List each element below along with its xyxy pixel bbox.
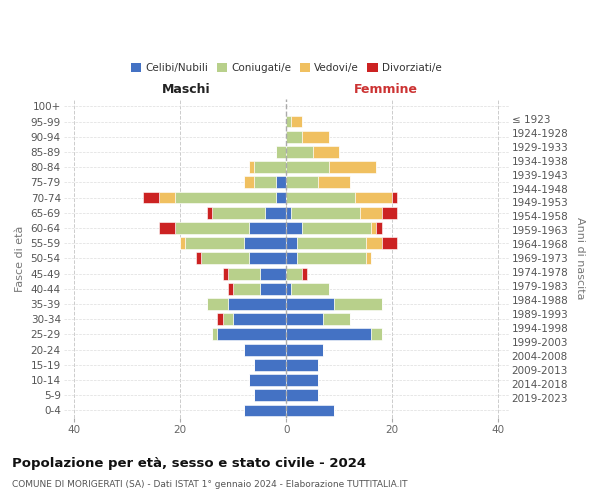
Legend: Celibi/Nubili, Coniugati/e, Vedovi/e, Divorziati/e: Celibi/Nubili, Coniugati/e, Vedovi/e, Di…	[127, 59, 446, 78]
Bar	[286, 374, 318, 386]
Text: Femmine: Femmine	[355, 84, 418, 96]
Text: Maschi: Maschi	[162, 84, 211, 96]
Bar	[302, 222, 371, 234]
Bar	[286, 268, 302, 280]
Bar	[228, 283, 233, 294]
Bar	[371, 222, 376, 234]
Bar	[361, 207, 382, 218]
Bar	[318, 176, 350, 188]
Bar	[254, 161, 286, 173]
Bar	[323, 314, 350, 325]
Text: COMUNE DI MORIGERATI (SA) - Dati ISTAT 1° gennaio 2024 - Elaborazione TUTTITALIA: COMUNE DI MORIGERATI (SA) - Dati ISTAT 1…	[12, 480, 407, 489]
Bar	[175, 222, 249, 234]
Bar	[313, 146, 339, 158]
Bar	[297, 237, 365, 249]
Bar	[244, 344, 286, 355]
Bar	[244, 404, 286, 416]
Bar	[392, 192, 397, 203]
Bar	[265, 207, 286, 218]
Bar	[365, 252, 371, 264]
Bar	[206, 298, 228, 310]
Y-axis label: Anni di nascita: Anni di nascita	[575, 217, 585, 300]
Bar	[249, 252, 286, 264]
Bar	[175, 192, 275, 203]
Bar	[228, 298, 286, 310]
Bar	[202, 252, 249, 264]
Bar	[223, 268, 228, 280]
Bar	[382, 207, 397, 218]
Bar	[286, 390, 318, 401]
Bar	[286, 131, 302, 142]
Bar	[292, 116, 302, 128]
Bar	[180, 237, 185, 249]
Bar	[292, 283, 329, 294]
Bar	[249, 161, 254, 173]
Bar	[212, 328, 217, 340]
Bar	[286, 314, 323, 325]
Bar	[355, 192, 392, 203]
Bar	[212, 207, 265, 218]
Bar	[254, 176, 275, 188]
Bar	[286, 344, 323, 355]
Bar	[233, 283, 260, 294]
Bar	[286, 222, 302, 234]
Bar	[297, 252, 365, 264]
Bar	[365, 237, 382, 249]
Bar	[286, 252, 297, 264]
Bar	[286, 192, 355, 203]
Bar	[233, 314, 286, 325]
Bar	[254, 359, 286, 371]
Bar	[260, 283, 286, 294]
Y-axis label: Fasce di età: Fasce di età	[15, 225, 25, 292]
Bar	[302, 131, 329, 142]
Bar	[329, 161, 376, 173]
Bar	[217, 314, 223, 325]
Bar	[334, 298, 382, 310]
Bar	[196, 252, 202, 264]
Bar	[159, 222, 175, 234]
Bar	[228, 268, 260, 280]
Bar	[292, 207, 361, 218]
Bar	[275, 192, 286, 203]
Bar	[260, 268, 286, 280]
Bar	[249, 222, 286, 234]
Text: Popolazione per età, sesso e stato civile - 2024: Popolazione per età, sesso e stato civil…	[12, 458, 366, 470]
Bar	[286, 176, 318, 188]
Bar	[217, 328, 286, 340]
Bar	[143, 192, 159, 203]
Bar	[159, 192, 175, 203]
Bar	[206, 207, 212, 218]
Bar	[371, 328, 382, 340]
Bar	[382, 237, 397, 249]
Bar	[244, 237, 286, 249]
Bar	[249, 374, 286, 386]
Bar	[376, 222, 382, 234]
Bar	[302, 268, 307, 280]
Bar	[244, 176, 254, 188]
Bar	[286, 161, 329, 173]
Bar	[286, 283, 292, 294]
Bar	[286, 404, 334, 416]
Bar	[275, 146, 286, 158]
Bar	[275, 176, 286, 188]
Bar	[286, 328, 371, 340]
Bar	[286, 359, 318, 371]
Bar	[254, 390, 286, 401]
Bar	[286, 237, 297, 249]
Bar	[286, 207, 292, 218]
Bar	[223, 314, 233, 325]
Bar	[286, 146, 313, 158]
Bar	[286, 298, 334, 310]
Bar	[286, 116, 292, 128]
Bar	[185, 237, 244, 249]
